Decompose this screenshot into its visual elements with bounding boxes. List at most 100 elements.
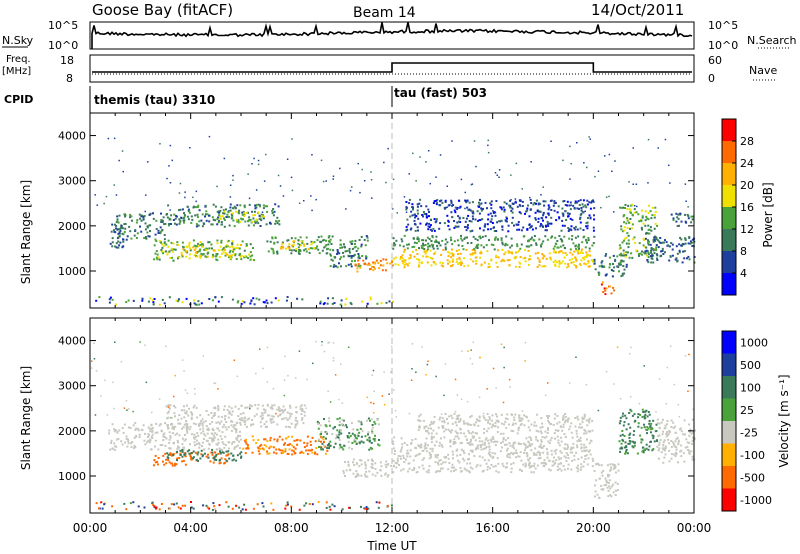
- velocity-colorbar-tick-label: -500: [740, 471, 765, 484]
- scatter-cell: [439, 416, 442, 419]
- sparse-cell: [466, 401, 469, 403]
- scatter-cell: [288, 249, 291, 251]
- scatter-cell: [474, 246, 477, 249]
- scatter-cell: [298, 243, 301, 246]
- scatter-cell: [259, 415, 262, 418]
- scatter-cell: [624, 255, 627, 258]
- scatter-cell: [229, 412, 232, 415]
- scatter-cell: [212, 438, 214, 441]
- scatter-cell: [604, 289, 607, 292]
- scatter-cell: [305, 236, 308, 239]
- scatter-cell: [149, 230, 151, 232]
- sparse-cell: [107, 137, 110, 140]
- scatter-cell: [432, 422, 435, 425]
- scatter-cell: [430, 427, 432, 430]
- sparse-cell: [90, 367, 93, 369]
- scatter-cell: [670, 440, 673, 442]
- scatter-cell: [688, 441, 691, 444]
- scatter-cell: [288, 417, 291, 420]
- scatter-cell: [232, 207, 234, 210]
- near-range-cell: [151, 299, 154, 302]
- scatter-cell: [186, 404, 188, 407]
- scatter-cell: [433, 444, 436, 447]
- near-range-cell: [377, 506, 380, 509]
- scatter-cell: [513, 419, 516, 421]
- sparse-cell: [328, 341, 330, 343]
- scatter-cell: [644, 410, 647, 413]
- scatter-cell: [108, 429, 111, 432]
- scatter-cell: [115, 225, 118, 227]
- scatter-cell: [232, 219, 235, 222]
- scatter-cell: [432, 227, 435, 230]
- scatter-cell: [238, 440, 240, 443]
- scatter-cell: [326, 444, 329, 447]
- scatter-cell: [370, 441, 373, 444]
- scatter-cell: [538, 259, 541, 262]
- scatter-cell: [334, 442, 337, 445]
- scatter-cell: [602, 291, 605, 293]
- scatter-cell: [581, 211, 584, 214]
- scatter-cell: [618, 253, 621, 256]
- scatter-cell: [662, 461, 665, 464]
- scatter-cell: [393, 242, 396, 245]
- scatter-cell: [193, 441, 196, 444]
- near-range-cell: [270, 502, 273, 505]
- scatter-cell: [241, 240, 244, 243]
- scatter-cell: [518, 204, 521, 206]
- scatter-cell: [379, 264, 382, 267]
- scatter-cell: [674, 258, 677, 261]
- scatter-cell: [151, 437, 154, 439]
- scatter-cell: [663, 447, 666, 450]
- scatter-cell: [621, 430, 624, 432]
- scatter-cell: [567, 457, 570, 460]
- scatter-cell: [186, 245, 189, 248]
- scatter-cell: [200, 255, 203, 258]
- time-tick-label: 08:00: [274, 521, 309, 535]
- scatter-cell: [524, 415, 527, 418]
- scatter-cell: [476, 245, 479, 248]
- scatter-cell: [200, 420, 203, 423]
- scatter-cell: [281, 449, 284, 452]
- sparse-cell: [223, 157, 226, 160]
- scatter-cell: [558, 467, 561, 470]
- scatter-cell: [223, 210, 226, 213]
- scatter-cell: [227, 215, 230, 218]
- scatter-cell: [269, 445, 272, 448]
- scatter-cell: [225, 216, 228, 218]
- sparse-cell: [658, 378, 661, 380]
- scatter-cell: [320, 436, 323, 439]
- sparse-cell: [643, 365, 645, 367]
- scatter-cell: [544, 265, 547, 268]
- scatter-cell: [610, 495, 613, 498]
- scatter-cell: [185, 428, 188, 431]
- scatter-cell: [403, 261, 406, 264]
- scatter-cell: [628, 221, 630, 224]
- scatter-cell: [671, 254, 674, 257]
- scatter-cell: [188, 257, 191, 260]
- scatter-cell: [527, 249, 530, 252]
- scatter-cell: [326, 447, 329, 450]
- scatter-cell: [299, 236, 302, 239]
- scatter-cell: [535, 438, 538, 441]
- near-range-cell: [175, 502, 178, 505]
- scatter-cell: [631, 445, 634, 448]
- scatter-cell: [249, 218, 252, 221]
- scatter-cell: [602, 469, 605, 472]
- scatter-cell: [629, 408, 632, 411]
- scatter-cell: [470, 439, 472, 442]
- scatter-cell: [533, 465, 535, 468]
- scatter-cell: [538, 261, 541, 263]
- scatter-cell: [380, 465, 383, 468]
- scatter-cell: [234, 253, 237, 256]
- scatter-cell: [371, 466, 374, 469]
- scatter-cell: [348, 436, 351, 439]
- scatter-cell: [403, 266, 406, 269]
- scatter-cell: [201, 424, 204, 427]
- scatter-cell: [290, 422, 293, 425]
- scatter-cell: [562, 213, 565, 216]
- velocity-colorbar-tick-label: -100: [740, 449, 765, 462]
- scatter-cell: [429, 447, 432, 450]
- scatter-cell: [202, 222, 205, 225]
- scatter-cell: [321, 249, 324, 252]
- scatter-cell: [351, 247, 354, 250]
